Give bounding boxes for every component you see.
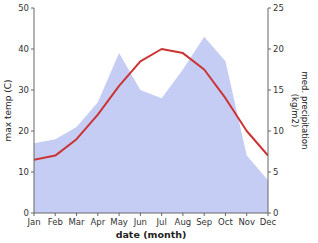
x-tick-label: Jun [133, 217, 147, 227]
y2-tick [268, 90, 271, 91]
x-tick [119, 213, 120, 216]
x-tick-label: Aug [175, 217, 192, 227]
y2-tick-label: 5 [273, 167, 278, 177]
chart-container: 010203040500510152025JanFebMarAprMayJunJ… [0, 0, 318, 243]
y-axis-label: max temp (C) [3, 79, 13, 141]
x-tick [268, 213, 269, 216]
y2-tick-label: 15 [273, 85, 284, 95]
x-axis-line [34, 213, 268, 214]
y-tick [31, 172, 34, 173]
x-tick [246, 213, 247, 216]
y2-axis-label-line: med. precipitation [300, 72, 310, 150]
area [34, 37, 268, 213]
plot-area [34, 37, 268, 213]
y-tick [31, 8, 34, 9]
chart: 010203040500510152025JanFebMarAprMayJunJ… [0, 0, 318, 243]
x-tick-label: Sep [196, 217, 212, 227]
x-tick-label: May [110, 217, 128, 227]
y2-tick-label: 20 [273, 44, 284, 54]
x-tick [204, 213, 205, 216]
x-tick [182, 213, 183, 216]
y2-tick-label: 25 [273, 3, 284, 13]
x-tick [34, 213, 35, 216]
y-tick-label: 50 [18, 3, 29, 13]
x-tick [140, 213, 141, 216]
y2-tick [268, 172, 271, 173]
x-tick-label: Mar [69, 217, 86, 227]
y-tick-label: 30 [18, 85, 29, 95]
y-axis-line [34, 8, 35, 213]
x-tick [225, 213, 226, 216]
y-tick-label: 10 [18, 167, 29, 177]
line [34, 49, 268, 160]
x-tick-label: Jul [156, 217, 167, 227]
x-tick [76, 213, 77, 216]
y2-axis-label: med. precipitation(kg/m2) [290, 72, 310, 150]
x-axis-label: date (month) [116, 229, 187, 240]
x-tick-label: Dec [260, 217, 277, 227]
y-tick-label: 20 [18, 126, 29, 136]
x-tick-label: Nov [238, 217, 255, 227]
x-tick-label: Apr [90, 217, 105, 227]
y2-tick [268, 131, 271, 132]
y-tick [31, 131, 34, 132]
y-tick [31, 90, 34, 91]
x-tick [97, 213, 98, 216]
y2-tick-label: 10 [273, 126, 284, 136]
x-tick-label: Feb [48, 217, 63, 227]
y2-tick [268, 8, 271, 9]
y-tick [31, 49, 34, 50]
x-tick [161, 213, 162, 216]
y2-axis-label-line: (kg/m2) [290, 94, 300, 128]
y2-tick [268, 49, 271, 50]
y-tick-label: 40 [18, 44, 29, 54]
x-tick [55, 213, 56, 216]
x-tick-label: Oct [218, 217, 233, 227]
x-tick-label: Jan [26, 217, 40, 227]
y2-axis-line [268, 8, 269, 213]
